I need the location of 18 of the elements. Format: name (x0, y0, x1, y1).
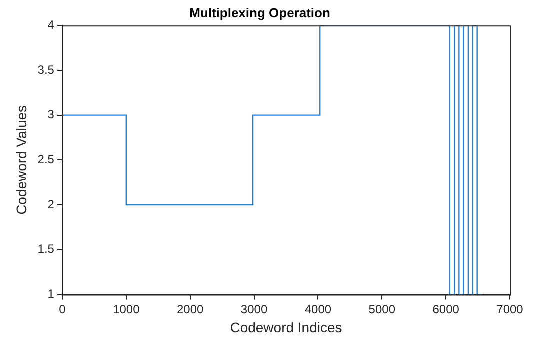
x-tick-label: 6000 (432, 302, 460, 316)
y-axis-title: Codeword Values (13, 105, 30, 215)
x-axis-title: Codeword Indices (230, 319, 342, 336)
y-tick-label: 1.5 (38, 242, 55, 256)
x-tick-label: 2000 (176, 302, 204, 316)
y-tick-label: 2.5 (38, 152, 55, 167)
x-tick-label: 7000 (496, 302, 524, 316)
chart-title: Multiplexing Operation (190, 5, 330, 20)
y-tick-label: 3.5 (38, 62, 55, 77)
y-tick-label: 2 (48, 197, 55, 212)
x-tick-label: 1000 (113, 302, 140, 316)
x-tick-label: 5000 (368, 302, 396, 316)
y-tick-label: 3 (48, 108, 55, 122)
y-tick-label: 4 (48, 18, 55, 32)
x-tick-label: 3000 (240, 302, 268, 316)
x-tick-label: 4000 (304, 302, 332, 316)
x-tick-label: 0 (59, 302, 66, 316)
y-tick-label: 1 (48, 287, 55, 302)
